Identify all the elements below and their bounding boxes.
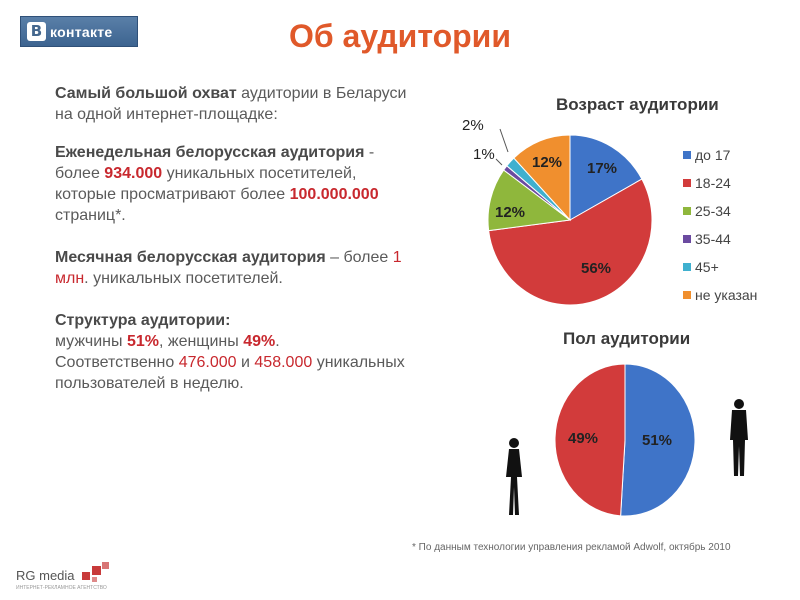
structure-text-e: и	[236, 354, 255, 371]
data-label-35-44: 1%	[473, 146, 495, 163]
legend-swatch	[683, 151, 691, 159]
weekly-text-c: страниц*.	[55, 207, 126, 224]
legend-item: не указан	[683, 281, 757, 309]
legend-label: 25-34	[695, 203, 731, 219]
data-label-45-plus: 2%	[462, 117, 484, 134]
data-label-18-24: 56%	[581, 260, 611, 277]
structure-text-c: .	[275, 333, 280, 350]
legend-label: не указан	[695, 287, 758, 303]
monthly-text-b: . уникальных посетителей.	[84, 270, 283, 287]
pie-slice-18-24	[488, 178, 653, 306]
age-chart-title: Возраст аудитории	[556, 95, 719, 114]
structure-paragraph: Структура аудитории: мужчины 51%, женщин…	[55, 310, 415, 394]
women-count: 458.000	[254, 354, 313, 371]
data-label-do-17: 17%	[587, 160, 617, 177]
legend-item: 35-44	[683, 225, 757, 253]
legend-item: 25-34	[683, 197, 757, 225]
men-count: 476.000	[178, 354, 237, 371]
data-label-25-34: 12%	[495, 204, 525, 221]
man-silhouette-icon	[730, 399, 748, 476]
gender-pie-chart: 51% 49%	[554, 363, 696, 517]
reach-rest: аудитории в Беларуси на одной интернет-п…	[55, 85, 407, 123]
reach-bold: Самый большой охват	[55, 85, 237, 102]
weekly-visitors-number: 934.000	[104, 165, 163, 182]
rg-media-logo-text: RG media	[16, 568, 75, 583]
structure-gender-line: мужчины 51%, женщины 49%.	[55, 331, 415, 352]
woman-silhouette-icon	[506, 438, 522, 515]
rg-media-logo: RG media ИНТЕРНЕТ-РЕКЛАМНОЕ АГЕНТСТВО	[16, 562, 111, 594]
data-label-men: 51%	[642, 432, 672, 449]
legend-swatch	[683, 263, 691, 271]
structure-text-b: , женщины	[158, 333, 244, 350]
weekly-text-b: уникальных посетителей, которые просматр…	[55, 165, 357, 203]
legend-item: до 17	[683, 141, 757, 169]
legend-item: 45+	[683, 253, 757, 281]
weekly-pages-number: 100.000.000	[289, 186, 379, 203]
gender-chart-title: Пол аудитории	[563, 329, 691, 348]
legend-label: до 17	[695, 147, 731, 163]
structure-text-f: уникальных пользователей в неделю.	[55, 354, 405, 392]
monthly-bold: Месячная белорусская аудитория	[55, 249, 326, 266]
rg-media-tagline: ИНТЕРНЕТ-РЕКЛАМНОЕ АГЕНТСТВО	[16, 585, 107, 591]
pie-slice-25-34	[487, 169, 572, 232]
structure-text-a: мужчины	[55, 333, 127, 350]
monthly-text-a: – более	[325, 249, 393, 266]
legend-swatch	[683, 207, 691, 215]
legend-label: 18-24	[695, 175, 731, 191]
reach-paragraph: Самый большой охват аудитории в Беларуси…	[55, 83, 415, 125]
legend-item: 18-24	[683, 169, 757, 197]
data-label-ne-ukazan: 12%	[532, 154, 562, 171]
legend-label: 35-44	[695, 231, 731, 247]
audience-description: Самый большой охват аудитории в Беларуси…	[55, 83, 415, 405]
age-legend: до 17 18-24 25-34 35-44 45+ не указан	[683, 141, 757, 309]
legend-swatch	[683, 235, 691, 243]
vkontakte-logo: В контакте	[20, 16, 138, 47]
legend-label: 45+	[695, 259, 719, 275]
legend-swatch	[683, 291, 691, 299]
leader-line-45-plus	[499, 128, 509, 153]
pie-slice-ne-ukazan	[513, 134, 571, 222]
pie-slice-men	[620, 363, 696, 517]
leader-line-35-44	[495, 158, 503, 166]
age-pie-chart: 17% 56% 12% 12%	[487, 128, 653, 306]
source-footnote: * По данным технологии управления реклам…	[412, 542, 731, 553]
weekly-bold: Еженедельная белорусская аудитория	[55, 144, 365, 161]
monthly-number: 1 млн	[55, 249, 402, 287]
men-percent: 51%	[126, 333, 159, 350]
data-label-women: 49%	[568, 430, 598, 447]
vk-logo-letter: В	[27, 22, 46, 41]
structure-count-line: Соответственно 476.000 и 458.000 уникаль…	[55, 352, 415, 394]
structure-text-d: Соответственно	[55, 354, 179, 371]
structure-heading: Структура аудитории:	[55, 312, 231, 329]
weekly-paragraph: Еженедельная белорусская аудитория - бол…	[55, 142, 415, 226]
weekly-text-a: - более	[55, 144, 375, 182]
pie-slice-do-17	[569, 134, 643, 221]
monthly-paragraph: Месячная белорусская аудитория – более 1…	[55, 247, 415, 289]
slide-title: Об аудитории	[288, 18, 511, 54]
women-percent: 49%	[243, 333, 276, 350]
pie-slice-women	[554, 363, 626, 517]
legend-swatch	[683, 179, 691, 187]
vk-logo-text: контакте	[50, 23, 113, 40]
